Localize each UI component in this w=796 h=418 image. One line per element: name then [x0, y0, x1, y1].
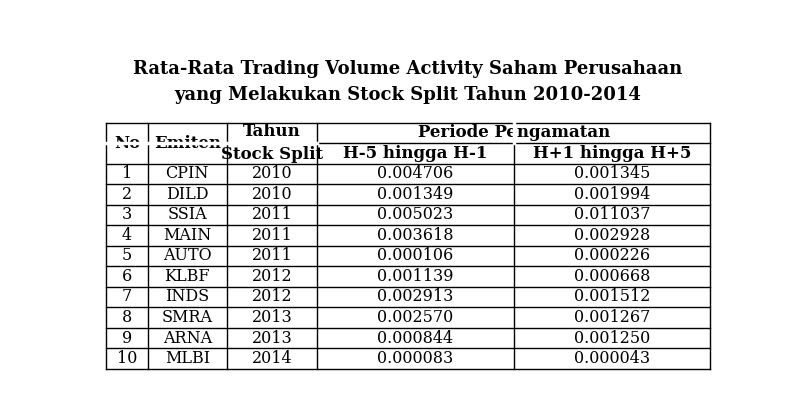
Text: 9: 9 — [122, 329, 132, 347]
Text: H+1 hingga H+5: H+1 hingga H+5 — [533, 145, 691, 162]
Text: 2010: 2010 — [252, 186, 292, 203]
Text: 0.001349: 0.001349 — [377, 186, 454, 203]
Text: 0.002913: 0.002913 — [377, 288, 454, 306]
Text: 0.001345: 0.001345 — [574, 166, 650, 182]
Text: AUTO: AUTO — [163, 247, 212, 265]
Text: Tahun
Stock Split: Tahun Stock Split — [220, 123, 323, 163]
Text: 0.002928: 0.002928 — [574, 227, 650, 244]
Text: 0.000043: 0.000043 — [574, 350, 650, 367]
Text: ARNA: ARNA — [162, 329, 212, 347]
Text: 0.004706: 0.004706 — [377, 166, 454, 182]
Text: 0.001267: 0.001267 — [574, 309, 650, 326]
Text: 0.000668: 0.000668 — [574, 268, 650, 285]
Text: 0.001994: 0.001994 — [574, 186, 650, 203]
Text: 3: 3 — [122, 206, 132, 223]
Text: 2011: 2011 — [252, 247, 292, 265]
Text: SSIA: SSIA — [167, 206, 207, 223]
Text: 2014: 2014 — [252, 350, 292, 367]
Text: 0.000083: 0.000083 — [377, 350, 454, 367]
Text: 0.003618: 0.003618 — [377, 227, 454, 244]
Text: yang Melakukan Stock Split Tahun 2010-2014: yang Melakukan Stock Split Tahun 2010-20… — [174, 86, 642, 104]
Text: 0.002570: 0.002570 — [377, 309, 454, 326]
Text: DILD: DILD — [166, 186, 209, 203]
Text: 6: 6 — [122, 268, 132, 285]
Text: 1: 1 — [122, 166, 132, 182]
Text: 2011: 2011 — [252, 227, 292, 244]
Text: 2011: 2011 — [252, 206, 292, 223]
Text: MAIN: MAIN — [163, 227, 212, 244]
Text: 7: 7 — [122, 288, 132, 306]
Text: 4: 4 — [122, 227, 132, 244]
Text: 2: 2 — [122, 186, 132, 203]
Text: MLBI: MLBI — [165, 350, 210, 367]
Text: Emiten: Emiten — [154, 135, 220, 152]
Text: 0.000226: 0.000226 — [574, 247, 650, 265]
Text: 8: 8 — [122, 309, 132, 326]
Text: H-5 hingga H-1: H-5 hingga H-1 — [343, 145, 488, 162]
Text: 2012: 2012 — [252, 268, 292, 285]
Text: 2010: 2010 — [252, 166, 292, 182]
Text: 0.001512: 0.001512 — [574, 288, 650, 306]
Text: 0.005023: 0.005023 — [377, 206, 454, 223]
Text: Rata-Rata Trading Volume Activity Saham Perusahaan: Rata-Rata Trading Volume Activity Saham … — [133, 60, 683, 78]
Text: 5: 5 — [122, 247, 132, 265]
Text: 0.001250: 0.001250 — [574, 329, 650, 347]
Text: 0.000106: 0.000106 — [377, 247, 454, 265]
Text: 2013: 2013 — [252, 329, 292, 347]
Text: 2013: 2013 — [252, 309, 292, 326]
Text: SMRA: SMRA — [162, 309, 213, 326]
Text: CPIN: CPIN — [166, 166, 209, 182]
Text: 2012: 2012 — [252, 288, 292, 306]
Text: No: No — [114, 135, 140, 152]
Text: 10: 10 — [117, 350, 137, 367]
Text: 0.011037: 0.011037 — [574, 206, 650, 223]
Text: 0.000844: 0.000844 — [377, 329, 454, 347]
Text: Periode Pengamatan: Periode Pengamatan — [418, 124, 610, 141]
Text: KLBF: KLBF — [165, 268, 210, 285]
Text: 0.001139: 0.001139 — [377, 268, 454, 285]
Text: INDS: INDS — [166, 288, 209, 306]
